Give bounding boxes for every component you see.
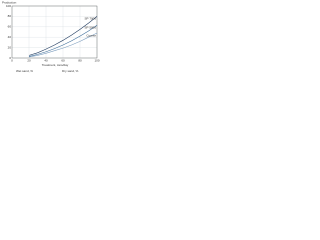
chart: Production Treatment, tons/day Wet sand,… bbox=[2, 0, 100, 73]
series-line bbox=[28, 32, 98, 58]
series-label: SP 7000 bbox=[85, 17, 97, 21]
y-axis-label: Production bbox=[2, 0, 17, 4]
x-tick-label: 100 bbox=[94, 58, 99, 62]
x-axis-label: Treatment, tons/day bbox=[42, 63, 69, 67]
y-tick-label: 20 bbox=[8, 45, 12, 49]
y-tick-label: 60 bbox=[8, 25, 12, 29]
annotation: Wet sand, % bbox=[16, 69, 33, 73]
annotation: Dry sand, % bbox=[62, 69, 79, 73]
x-tick-label: 40 bbox=[44, 58, 48, 62]
y-tick-label: 100 bbox=[6, 4, 11, 8]
x-tick-label: 0 bbox=[11, 58, 13, 62]
plot-frame bbox=[11, 5, 98, 59]
x-tick-label: 80 bbox=[78, 58, 82, 62]
series-line bbox=[28, 16, 98, 56]
y-tick-label: 0 bbox=[9, 56, 11, 60]
page: {"chart_data": {"type": "line", "y_label… bbox=[0, 0, 100, 77]
series-label: SP 5000 bbox=[85, 26, 97, 30]
series-line bbox=[28, 24, 98, 57]
y-tick-label: 80 bbox=[8, 14, 12, 18]
x-tick-label: 60 bbox=[61, 58, 65, 62]
series-label: Coarse bbox=[86, 33, 96, 37]
x-tick-label: 20 bbox=[27, 58, 31, 62]
y-tick-label: 40 bbox=[8, 35, 12, 39]
